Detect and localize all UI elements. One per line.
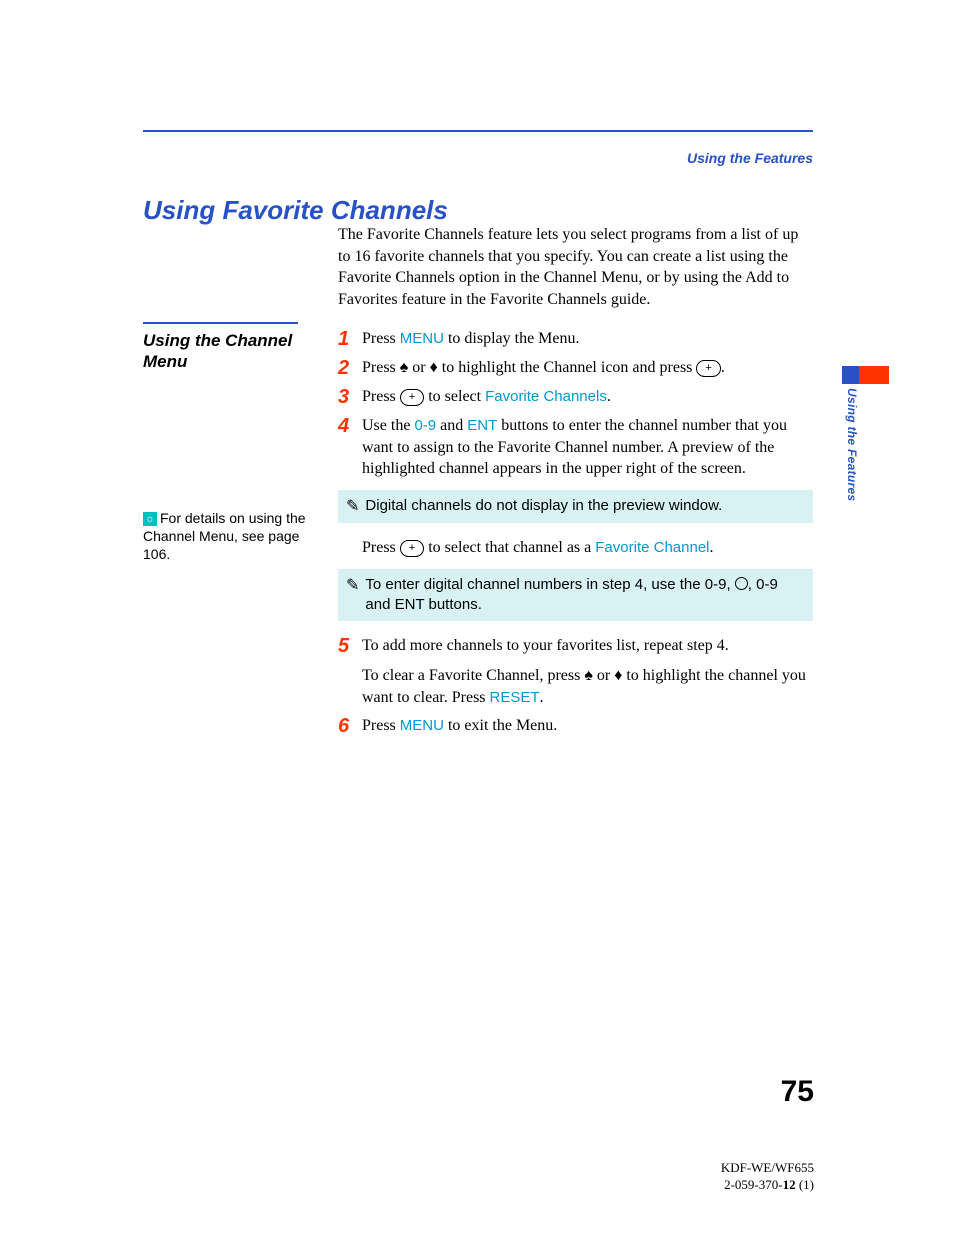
- page-number: 75: [781, 1075, 814, 1109]
- step-4: 4 Use the 0-9 and ENT buttons to enter t…: [338, 415, 813, 480]
- lightbulb-icon: ☼: [143, 512, 157, 526]
- step-body: Press ♠ or ♦ to highlight the Channel ic…: [362, 357, 813, 379]
- side-tab-marker-accent: [859, 366, 889, 384]
- subhead: Using the Channel Menu: [143, 330, 313, 373]
- text: Press: [362, 359, 400, 376]
- note-text: Digital channels do not display in the p…: [365, 496, 805, 518]
- footer: KDF-WE/WF655 2-059-370-12 (1): [721, 1160, 814, 1194]
- step-body: Press + to select Favorite Channels.: [362, 386, 813, 408]
- text: To add more channels to your favorites l…: [362, 635, 813, 657]
- footer-model: KDF-WE/WF655: [721, 1160, 814, 1177]
- text: to exit the Menu.: [444, 717, 557, 734]
- up-arrow-icon: ♠: [400, 357, 409, 379]
- step-4-continued: Press + to select that channel as a Favo…: [362, 537, 813, 559]
- step-1: 1 Press MENU to display the Menu.: [338, 328, 813, 350]
- up-arrow-icon: ♠: [584, 665, 593, 687]
- text: Use the: [362, 417, 414, 434]
- step-number: 6: [338, 715, 362, 737]
- text: Press: [362, 388, 400, 405]
- down-arrow-icon: ♦: [430, 357, 438, 379]
- step-number: 3: [338, 386, 362, 408]
- ent-key: ENT: [467, 417, 497, 434]
- step-body: Press MENU to exit the Menu.: [362, 715, 813, 737]
- text: to select that channel as a: [424, 539, 595, 556]
- text: to highlight the Channel icon and press: [438, 359, 697, 376]
- steps-list: 1 Press MENU to display the Menu. 2 Pres…: [338, 328, 813, 744]
- text: To enter digital channel numbers in step…: [365, 576, 734, 593]
- plus-button-icon: +: [400, 540, 424, 557]
- menu-key: MENU: [400, 717, 444, 734]
- plus-button-icon: +: [400, 389, 424, 406]
- page-title: Using Favorite Channels: [143, 195, 448, 226]
- pencil-icon: ✎: [346, 496, 359, 518]
- favorite-channel-key: Favorite Channel: [595, 539, 709, 556]
- step-body: Use the 0-9 and ENT buttons to enter the…: [362, 415, 813, 480]
- pencil-icon: ✎: [346, 575, 359, 616]
- side-tab-marker: [842, 366, 859, 384]
- note-box-1: ✎ Digital channels do not display in the…: [338, 490, 813, 524]
- intro-paragraph: The Favorite Channels feature lets you s…: [338, 224, 808, 310]
- step-body: Press MENU to display the Menu.: [362, 328, 813, 350]
- text: Press: [362, 717, 400, 734]
- top-rule: [143, 130, 813, 132]
- text: .: [607, 388, 611, 405]
- text: To clear a Favorite Channel, press: [362, 667, 584, 684]
- reset-key: RESET: [490, 689, 540, 706]
- text: 12: [783, 1177, 796, 1192]
- text: Press: [362, 539, 400, 556]
- margin-tip: ☼For details on using the Channel Menu, …: [143, 509, 313, 564]
- note-box-2: ✎ To enter digital channel numbers in st…: [338, 569, 813, 622]
- text: .: [710, 539, 714, 556]
- text: Press: [362, 330, 400, 347]
- text: to select: [424, 388, 485, 405]
- step-number: 4: [338, 415, 362, 480]
- step-body: To add more channels to your favorites l…: [362, 635, 813, 708]
- step-6: 6 Press MENU to exit the Menu.: [338, 715, 813, 737]
- text: or: [593, 667, 614, 684]
- step-3: 3 Press + to select Favorite Channels.: [338, 386, 813, 408]
- favorite-channels-key: Favorite Channels: [485, 388, 607, 405]
- text: .: [721, 359, 725, 376]
- digits-key: 0-9: [414, 417, 436, 434]
- menu-key: MENU: [400, 330, 444, 347]
- step-5-line2: To clear a Favorite Channel, press ♠ or …: [362, 665, 813, 708]
- footer-docnum: 2-059-370-12 (1): [721, 1177, 814, 1194]
- side-tab-label: Using the Features: [845, 388, 859, 501]
- step-2: 2 Press ♠ or ♦ to highlight the Channel …: [338, 357, 813, 379]
- text: to display the Menu.: [444, 330, 580, 347]
- step-5: 5 To add more channels to your favorites…: [338, 635, 813, 708]
- step-number: 5: [338, 635, 362, 708]
- step-number: 1: [338, 328, 362, 350]
- section-header: Using the Features: [687, 150, 813, 166]
- note-text: To enter digital channel numbers in step…: [365, 575, 805, 616]
- text: and: [436, 417, 467, 434]
- text: or: [408, 359, 429, 376]
- plus-button-icon: +: [696, 360, 720, 377]
- step-number: 2: [338, 357, 362, 379]
- text: 2-059-370-: [724, 1177, 783, 1192]
- tip-text: For details on using the Channel Menu, s…: [143, 510, 306, 562]
- dot-button-icon: [735, 577, 748, 590]
- subhead-rule: [143, 322, 298, 324]
- text: .: [540, 689, 544, 706]
- text: (1): [796, 1177, 814, 1192]
